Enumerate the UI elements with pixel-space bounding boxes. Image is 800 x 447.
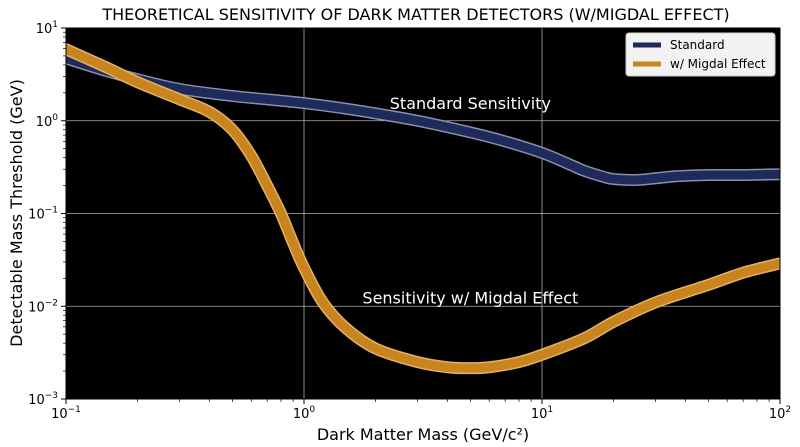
y-tick-label: 10−3: [28, 391, 58, 408]
series-standard-line: [66, 53, 780, 185]
series-migdal-line: [66, 44, 780, 373]
x-tick-label: 101: [531, 405, 553, 422]
axis-ticks: 10−1 100 101 102 10−3 10−2 10−1 100 101: [28, 20, 791, 422]
legend-entry-label: Standard: [670, 38, 725, 52]
y-axis-label: Detectable Mass Threshold (GeV): [7, 79, 26, 347]
legend-box: [625, 32, 776, 77]
legend-entry-label: w/ Migdal Effect: [670, 57, 766, 71]
x-tick-label: 10−1: [51, 405, 81, 422]
y-tick-label: 101: [36, 20, 58, 37]
annotation-migdal: Sensitivity w/ Migdal Effect: [362, 288, 578, 307]
y-tick-label: 10−2: [28, 298, 58, 315]
legend: Standard w/ Migdal Effect: [625, 32, 776, 77]
annotations: Standard Sensitivity Sensitivity w/ Migda…: [362, 94, 578, 307]
y-tick-label: 10−1: [28, 206, 58, 223]
x-tick-label: 102: [769, 405, 791, 422]
x-axis-label: Dark Matter Mass (GeV/c²): [317, 425, 529, 444]
annotation-standard: Standard Sensitivity: [390, 94, 551, 113]
x-tick-label: 100: [293, 405, 316, 422]
series-group: [66, 43, 780, 375]
y-tick-label: 100: [36, 113, 59, 130]
chart-title: THEORETICAL SENSITIVITY OF DARK MATTER D…: [101, 5, 729, 24]
